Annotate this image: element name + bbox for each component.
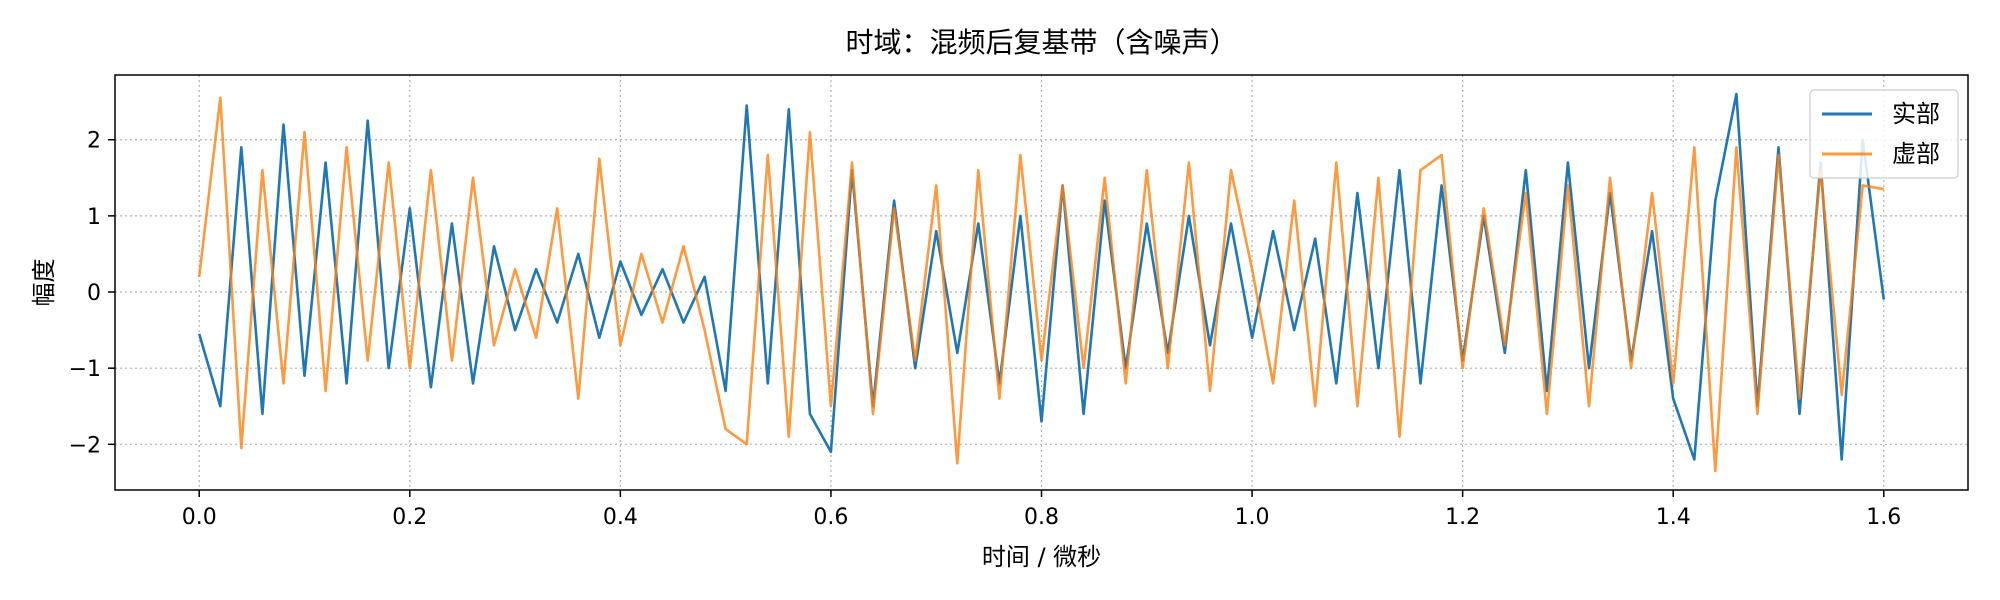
x-tick-label: 1.2 — [1445, 505, 1480, 530]
y-tick-label: 1 — [87, 205, 101, 230]
y-tick-label: −1 — [69, 357, 101, 382]
legend-label: 实部 — [1892, 100, 1940, 128]
y-tick-label: −2 — [69, 433, 101, 458]
x-tick-label: 1.4 — [1656, 505, 1691, 530]
x-tick-label: 0.0 — [182, 505, 217, 530]
x-tick-label: 1.6 — [1866, 505, 1901, 530]
x-tick-label: 0.6 — [813, 505, 848, 530]
series-lines — [197, 92, 1886, 473]
y-axis-label: 幅度 — [30, 259, 58, 307]
x-tick-label: 1.0 — [1235, 505, 1270, 530]
x-tick-label: 0.8 — [1024, 505, 1059, 530]
grid — [115, 75, 1968, 490]
y-tick-label: 0 — [87, 281, 101, 306]
legend-box — [1809, 89, 1959, 179]
x-tick-label: 0.2 — [392, 505, 427, 530]
legend-label: 虚部 — [1892, 140, 1940, 168]
y-tick-label: 2 — [87, 129, 101, 154]
chart-title: 时域：混频后复基带（含噪声） — [845, 26, 1237, 59]
x-axis-label: 时间 / 微秒 — [982, 543, 1101, 571]
x-tick-label: 0.4 — [603, 505, 638, 530]
axis-ticks: 0.0 0.2 0.4 0.6 0.8 1.0 1.2 1.4 1.6 −2 −1 0 1 2 — [69, 129, 1902, 530]
series-line-imag — [197, 96, 1885, 473]
